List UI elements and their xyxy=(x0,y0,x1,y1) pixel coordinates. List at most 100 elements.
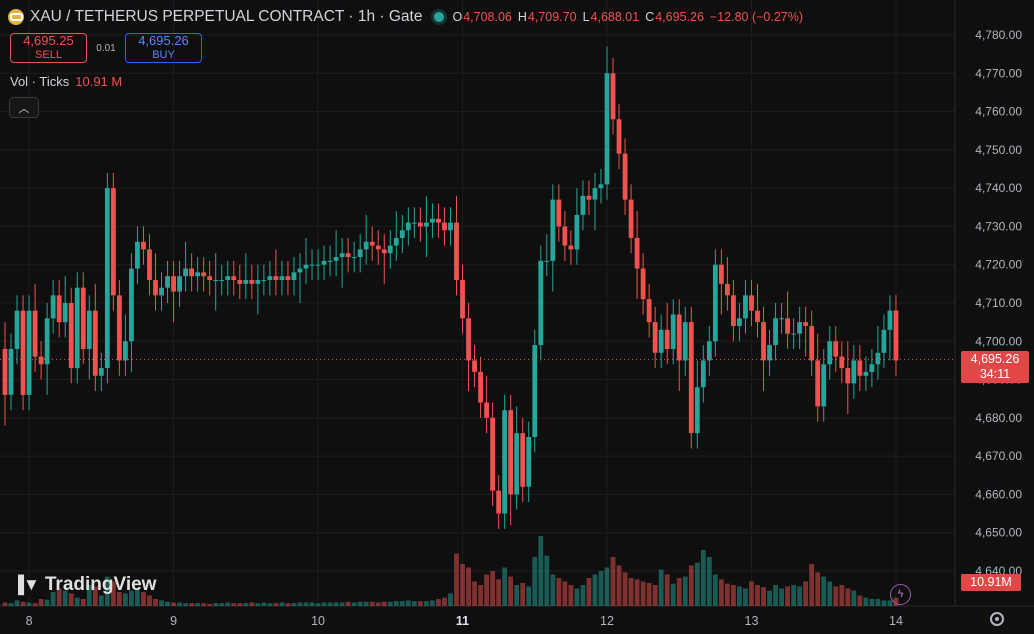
y-tick-label: 4,780.00 xyxy=(975,28,1022,42)
sell-price: 4,695.25 xyxy=(23,33,74,48)
volume-bar xyxy=(8,603,14,606)
tradingview-logo-text: TradingView xyxy=(44,574,157,595)
last-price-value: 4,695.26 xyxy=(970,352,1020,366)
volume-legend[interactable]: Vol · Ticks 10.91 M xyxy=(10,74,122,89)
candle-body xyxy=(417,222,423,227)
x-tick-label: 11 xyxy=(456,614,469,628)
x-tick-label: 10 xyxy=(311,614,325,628)
volume-bar xyxy=(743,588,748,606)
candle-body xyxy=(785,318,790,334)
y-tick-label: 4,700.00 xyxy=(975,334,1022,348)
volume-bar xyxy=(749,581,754,606)
candle-body xyxy=(640,268,646,300)
candle-body xyxy=(68,303,74,369)
y-tick-label: 4,730.00 xyxy=(975,219,1022,233)
live-status-icon xyxy=(434,12,445,22)
volume-bar xyxy=(610,557,616,606)
tradingview-logo[interactable]: ▐▼ TradingView xyxy=(12,574,156,596)
volume-legend-label: Vol · Ticks xyxy=(10,74,70,89)
volume-bar xyxy=(779,588,784,606)
volume-bar xyxy=(189,603,195,606)
candle-body xyxy=(405,222,411,231)
candle-body xyxy=(526,437,532,487)
volume-bar xyxy=(261,602,267,606)
settings-gear-icon[interactable] xyxy=(990,612,1004,626)
volume-bar xyxy=(767,590,772,606)
volume-bar xyxy=(333,602,339,606)
collapse-chevron-icon[interactable]: ︿ xyxy=(9,97,39,118)
volume-bar xyxy=(887,600,893,606)
volume-bar xyxy=(399,601,405,606)
candle-body xyxy=(815,360,821,407)
x-tick-label: 9 xyxy=(170,614,177,628)
volume-bar xyxy=(177,602,182,606)
candle-body xyxy=(628,199,634,238)
volume-bar xyxy=(514,585,520,606)
candle-body xyxy=(779,318,784,320)
candle-body xyxy=(694,387,700,434)
candle-body xyxy=(381,249,387,254)
candle-body xyxy=(580,195,586,215)
y-tick-label: 4,670.00 xyxy=(975,449,1022,463)
volume-bar xyxy=(761,587,766,606)
volume-bar xyxy=(44,599,50,606)
buy-button[interactable]: 4,695.26 BUY xyxy=(125,33,202,63)
candle-body xyxy=(399,230,405,238)
candle-body xyxy=(646,299,652,323)
volume-bar xyxy=(496,579,502,606)
volume-bar xyxy=(225,602,231,606)
candle-body xyxy=(165,276,170,288)
sell-label: SELL xyxy=(35,49,62,61)
volume-bar xyxy=(411,601,417,606)
volume-bar xyxy=(357,601,363,606)
volume-bar xyxy=(652,585,658,606)
candle-body xyxy=(123,341,128,361)
volume-bar xyxy=(466,567,471,606)
candle-body xyxy=(538,260,544,346)
volume-bar xyxy=(484,574,489,606)
volume-bar xyxy=(430,600,435,606)
volume-bar xyxy=(243,603,249,606)
candle-body xyxy=(249,280,255,284)
volume-bar xyxy=(279,602,285,606)
candle-body xyxy=(26,310,32,395)
volume-bar xyxy=(532,557,538,606)
volume-bar xyxy=(80,599,86,606)
volume-bar xyxy=(454,553,459,606)
x-tick-label: 8 xyxy=(26,614,33,628)
volume-bar xyxy=(664,574,670,606)
candle-body xyxy=(821,364,827,407)
candle-body xyxy=(20,310,26,395)
volume-bar xyxy=(327,602,333,606)
sell-button[interactable]: 4,695.25 SELL xyxy=(10,33,87,63)
candle-body xyxy=(369,241,375,246)
candle-body xyxy=(237,280,243,284)
candle-body xyxy=(863,371,869,376)
volume-bar xyxy=(448,593,453,606)
lightning-icon[interactable]: ϟ xyxy=(890,584,911,605)
volume-bar xyxy=(857,595,863,606)
symbol-title[interactable]: XAU / TETHERUS PERPETUAL CONTRACT · 1h ·… xyxy=(30,8,423,25)
volume-bar xyxy=(375,602,381,606)
volume-bar xyxy=(478,585,483,606)
volume-bar xyxy=(129,590,134,606)
candle-body xyxy=(436,218,441,223)
candle-body xyxy=(761,322,766,361)
volume-bar xyxy=(159,600,164,606)
candle-body xyxy=(183,268,188,277)
volume-bar xyxy=(195,603,201,606)
candle-body xyxy=(857,360,863,376)
y-tick-label: 4,720.00 xyxy=(975,258,1022,272)
volume-bar xyxy=(424,601,429,606)
volume-bar xyxy=(881,600,887,606)
y-tick-label: 4,680.00 xyxy=(975,411,1022,425)
candle-body xyxy=(887,310,893,330)
volume-bar xyxy=(845,588,851,606)
last-price-tag: 4,695.26 34:11 xyxy=(961,351,1029,383)
volume-bar xyxy=(38,599,44,606)
candle-body xyxy=(2,348,8,395)
candle-body xyxy=(411,222,417,224)
volume-bar xyxy=(568,585,574,606)
bar-countdown: 34:11 xyxy=(979,367,1011,381)
